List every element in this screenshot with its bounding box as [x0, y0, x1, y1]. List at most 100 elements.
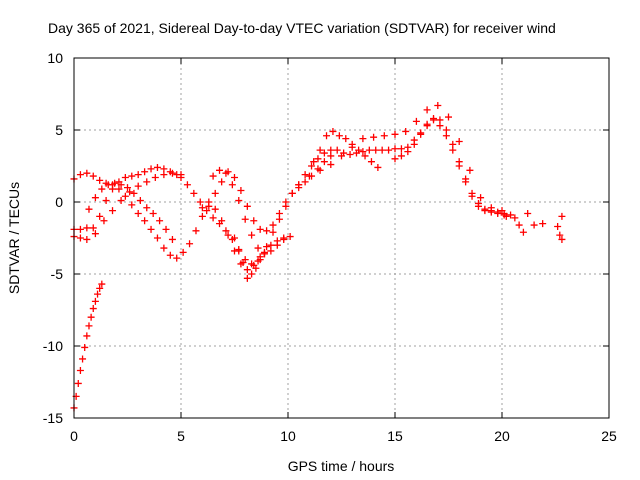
data-point: [481, 205, 489, 213]
data-point: [117, 181, 125, 189]
x-axis-label: GPS time / hours: [288, 458, 395, 474]
data-point: [198, 204, 206, 212]
data-point: [151, 174, 159, 182]
data-point: [134, 210, 142, 218]
data-point: [216, 166, 224, 174]
data-point: [320, 158, 328, 166]
data-point: [149, 210, 157, 218]
data-point: [162, 225, 170, 233]
data-point: [224, 231, 232, 239]
grid-lines: [74, 58, 609, 418]
data-point: [539, 220, 547, 228]
data-point: [320, 149, 328, 157]
data-point: [141, 217, 149, 225]
data-point: [121, 174, 129, 182]
data-point: [359, 135, 367, 143]
data-point: [85, 205, 93, 213]
data-point: [243, 266, 251, 274]
data-point: [524, 210, 532, 218]
data-point: [355, 146, 363, 154]
data-point: [391, 145, 399, 153]
data-point: [209, 214, 217, 222]
y-tick-label: 0: [55, 194, 63, 210]
data-point: [130, 189, 138, 197]
data-point: [316, 146, 324, 154]
data-point: [280, 235, 288, 243]
data-point: [558, 212, 566, 220]
data-point: [211, 205, 219, 213]
data-point: [391, 155, 399, 163]
data-point: [474, 199, 482, 207]
data-point: [143, 204, 151, 212]
data-point: [96, 176, 104, 184]
data-point: [89, 172, 97, 180]
data-point: [89, 224, 97, 232]
data-point: [156, 217, 164, 225]
data-point: [96, 212, 104, 220]
data-point: [81, 343, 89, 351]
data-point: [423, 122, 431, 130]
data-point: [436, 116, 444, 124]
data-point: [412, 117, 420, 125]
data-point: [323, 132, 331, 140]
data-point: [111, 179, 119, 187]
data-points: [70, 102, 566, 412]
data-point: [445, 113, 452, 121]
data-point: [333, 146, 341, 154]
data-point: [136, 197, 144, 205]
data-point: [91, 194, 99, 202]
data-point: [231, 174, 238, 182]
data-point: [160, 244, 168, 252]
data-point: [235, 246, 243, 254]
data-point: [147, 225, 155, 233]
data-point: [327, 152, 335, 160]
data-point: [338, 152, 345, 160]
data-point: [269, 221, 277, 229]
data-point: [79, 355, 87, 363]
data-point: [153, 163, 161, 171]
data-point: [385, 146, 393, 154]
data-point: [417, 130, 425, 138]
data-point: [186, 240, 194, 248]
data-point: [134, 171, 142, 179]
data-point: [168, 235, 176, 243]
data-point: [286, 233, 294, 241]
data-point: [117, 197, 125, 205]
data-point: [168, 169, 176, 177]
data-point: [222, 169, 230, 177]
data-point: [282, 198, 290, 206]
data-point: [378, 146, 386, 154]
data-point: [267, 247, 275, 255]
data-point: [530, 221, 538, 229]
data-point: [76, 234, 84, 242]
data-point: [87, 313, 95, 321]
data-point: [250, 217, 258, 225]
x-tick-label: 15: [387, 428, 403, 444]
data-point: [205, 198, 213, 206]
data-point: [109, 207, 117, 215]
data-point: [402, 127, 410, 135]
data-point: [102, 197, 110, 205]
data-point: [76, 171, 84, 179]
data-point: [141, 168, 149, 176]
data-point: [173, 254, 181, 262]
data-point: [85, 322, 93, 330]
plot-frame: [73, 57, 610, 419]
data-point: [248, 270, 256, 278]
y-tick-label: -15: [43, 410, 63, 426]
data-point: [305, 172, 313, 180]
data-point: [83, 169, 91, 177]
data-point: [273, 241, 281, 249]
y-tick-label: 5: [55, 122, 63, 138]
tick-labels: 0 5 10 15 20 25 -15 -10 -5 0 5 10: [43, 50, 617, 444]
data-point: [316, 166, 324, 174]
data-point: [198, 212, 206, 220]
data-point: [222, 227, 230, 235]
data-point: [96, 284, 104, 292]
data-point: [124, 184, 131, 192]
data-point: [410, 140, 418, 148]
data-point: [183, 181, 191, 189]
data-point: [211, 189, 219, 197]
data-point: [380, 132, 388, 140]
